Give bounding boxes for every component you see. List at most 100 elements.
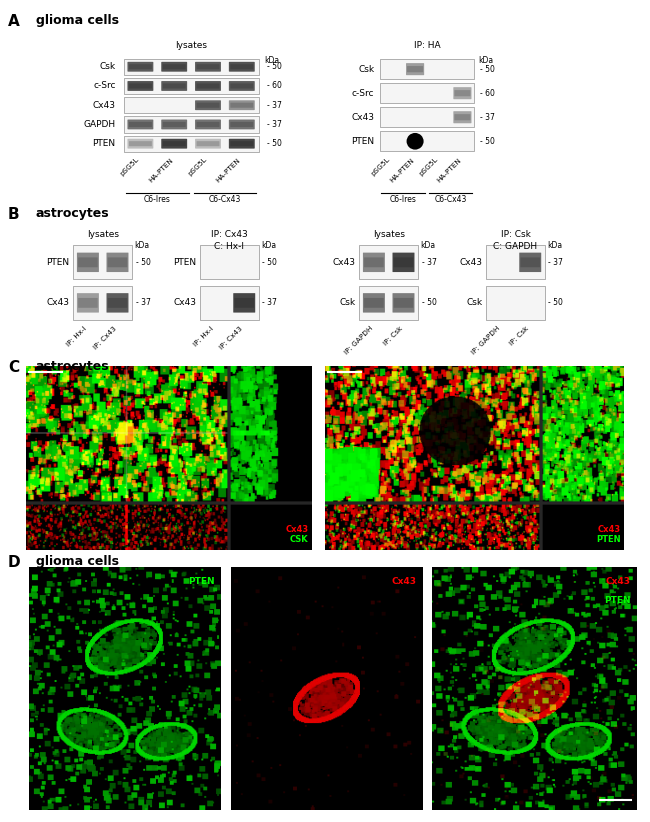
FancyBboxPatch shape (195, 139, 221, 149)
FancyBboxPatch shape (393, 252, 415, 272)
Text: - 50: - 50 (266, 139, 281, 148)
Text: HA-PTEN: HA-PTEN (148, 156, 174, 183)
Text: - 37: - 37 (266, 120, 281, 129)
Text: pSG5L: pSG5L (370, 156, 391, 178)
Text: C6-Cx43: C6-Cx43 (209, 195, 241, 204)
FancyBboxPatch shape (230, 84, 254, 89)
Bar (200, 245, 259, 279)
FancyBboxPatch shape (229, 139, 255, 149)
Text: IP: GAPDH: IP: GAPDH (470, 326, 500, 356)
Text: PTEN: PTEN (596, 535, 621, 544)
FancyBboxPatch shape (129, 64, 152, 69)
FancyBboxPatch shape (107, 293, 129, 312)
Text: kDa: kDa (478, 56, 493, 64)
Text: C6-Ires: C6-Ires (390, 195, 417, 204)
Text: kDa: kDa (135, 241, 150, 250)
Text: - 50: - 50 (549, 298, 564, 307)
Text: glioma cells: glioma cells (36, 555, 119, 568)
Ellipse shape (406, 133, 424, 150)
Text: Csk: Csk (339, 298, 356, 307)
Text: C: C (8, 360, 19, 375)
Text: - 50: - 50 (422, 298, 437, 307)
Text: D: D (8, 555, 20, 570)
FancyBboxPatch shape (453, 87, 471, 99)
Text: IP: HA: IP: HA (413, 41, 440, 50)
Text: Csk: Csk (466, 298, 482, 307)
FancyBboxPatch shape (364, 257, 384, 267)
FancyBboxPatch shape (196, 103, 220, 108)
FancyBboxPatch shape (454, 114, 471, 120)
Text: kDa: kDa (547, 241, 562, 250)
Text: IP: Csk: IP: Csk (382, 326, 404, 347)
FancyBboxPatch shape (196, 64, 220, 69)
FancyBboxPatch shape (129, 122, 152, 127)
FancyBboxPatch shape (230, 122, 254, 127)
FancyBboxPatch shape (162, 64, 186, 69)
Text: astrocytes: astrocytes (36, 360, 109, 373)
Text: - 37: - 37 (263, 298, 278, 307)
Text: Cx43: Cx43 (174, 298, 196, 307)
FancyBboxPatch shape (229, 100, 255, 110)
Text: Cx43: Cx43 (460, 258, 482, 267)
Text: - 50: - 50 (136, 258, 151, 267)
Bar (486, 245, 545, 279)
Text: PTEN: PTEN (351, 136, 374, 145)
FancyBboxPatch shape (195, 62, 221, 72)
Text: kDa: kDa (421, 241, 436, 250)
FancyBboxPatch shape (394, 257, 413, 267)
Text: CSK: CSK (290, 535, 309, 544)
Text: IP: GAPDH: IP: GAPDH (343, 326, 374, 356)
FancyBboxPatch shape (127, 62, 153, 72)
Text: lysates: lysates (86, 230, 119, 239)
Text: HA-PTEN: HA-PTEN (215, 156, 242, 183)
FancyBboxPatch shape (229, 81, 255, 91)
FancyBboxPatch shape (162, 122, 186, 127)
FancyBboxPatch shape (107, 252, 129, 272)
FancyBboxPatch shape (161, 119, 187, 129)
Text: Cx43: Cx43 (333, 258, 356, 267)
Bar (359, 245, 419, 279)
Text: IP: Cx43: IP: Cx43 (219, 326, 244, 351)
FancyBboxPatch shape (161, 139, 187, 149)
FancyBboxPatch shape (363, 252, 385, 272)
FancyBboxPatch shape (229, 62, 255, 72)
FancyBboxPatch shape (129, 141, 152, 146)
Text: - 60: - 60 (480, 89, 495, 98)
Text: c-Src: c-Src (352, 89, 374, 98)
Text: pSG5L: pSG5L (418, 156, 439, 178)
Text: PTEN: PTEN (47, 258, 70, 267)
FancyBboxPatch shape (230, 141, 254, 146)
Text: A: A (8, 14, 20, 29)
FancyBboxPatch shape (453, 111, 471, 123)
FancyBboxPatch shape (162, 84, 186, 89)
Text: PTEN: PTEN (92, 139, 116, 148)
FancyBboxPatch shape (78, 257, 98, 267)
FancyBboxPatch shape (195, 81, 221, 91)
FancyBboxPatch shape (363, 293, 385, 312)
Text: PTEN: PTEN (188, 577, 215, 586)
Bar (359, 286, 419, 320)
FancyBboxPatch shape (230, 64, 254, 69)
Text: B: B (8, 207, 20, 222)
Text: Cx43: Cx43 (392, 577, 417, 586)
FancyBboxPatch shape (195, 119, 221, 129)
FancyBboxPatch shape (394, 298, 413, 307)
FancyBboxPatch shape (519, 252, 541, 272)
Text: lysates: lysates (372, 230, 405, 239)
Text: - 60: - 60 (266, 81, 281, 90)
Text: C6-Ires: C6-Ires (144, 195, 171, 204)
FancyBboxPatch shape (196, 122, 220, 127)
FancyBboxPatch shape (235, 298, 254, 307)
Text: pSG5L: pSG5L (120, 156, 140, 178)
Bar (486, 286, 545, 320)
Text: - 50: - 50 (263, 258, 278, 267)
Text: astrocytes: astrocytes (36, 207, 109, 220)
Text: glioma cells: glioma cells (36, 14, 119, 27)
Text: IP: Cx43: IP: Cx43 (92, 326, 118, 351)
Text: C: GAPDH: C: GAPDH (493, 242, 538, 251)
FancyBboxPatch shape (229, 119, 255, 129)
FancyBboxPatch shape (78, 298, 98, 307)
Text: Csk: Csk (358, 65, 374, 74)
FancyBboxPatch shape (393, 293, 415, 312)
FancyBboxPatch shape (77, 293, 99, 312)
